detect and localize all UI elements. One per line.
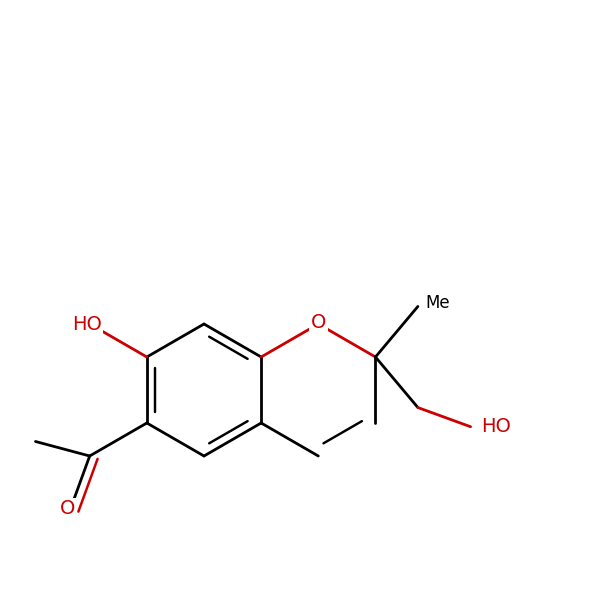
Text: HO: HO	[481, 417, 511, 436]
Text: Me: Me	[425, 295, 450, 313]
Text: O: O	[60, 499, 75, 518]
Text: O: O	[311, 313, 326, 332]
Text: HO: HO	[72, 314, 101, 334]
